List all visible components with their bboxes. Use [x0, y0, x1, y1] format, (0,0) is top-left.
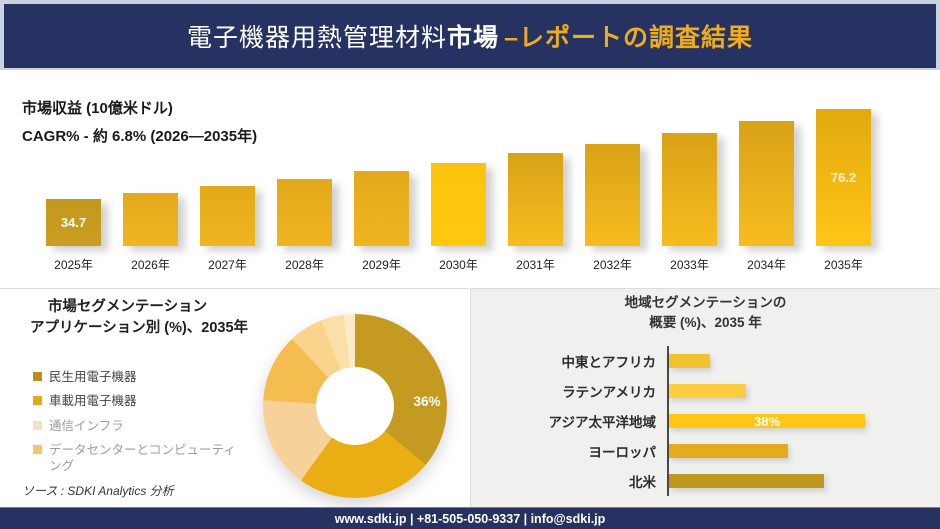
regional-category-label: 中東とアフリカ [561, 355, 657, 370]
legend-label: 民生用電子機器 [49, 370, 137, 384]
application-legend: 民生用電子機器 車載用電子機器 通信インフラデータセンターとコンピューティング [33, 369, 239, 482]
regional-bar: 38% [669, 413, 865, 429]
legend-swatch-icon [33, 420, 42, 430]
regional-category-label: 北米 [629, 475, 656, 490]
regional-bar [669, 474, 824, 488]
revenue-bar: 34.7 [46, 199, 101, 246]
regional-title-line2: 概要 (%)、2035 年 [649, 315, 762, 331]
x-axis-label: 2025年 [54, 258, 93, 272]
title-market-name: 電子機器用熱管理材料 [187, 24, 448, 52]
revenue-bar-chart: 34.7 2025年 2026年 2027年 2028年 2029年 2030年 2031年 2… [46, 109, 871, 273]
regional-bar-row: ヨーロッパ [471, 436, 940, 466]
revenue-bar [277, 179, 332, 246]
regional-title-line1: 地域セグメンテーションの [624, 295, 787, 310]
regional-segmentation-panel: 地域セグメンテーションの 概要 (%)、2035 年 中東とアフリカ ラテンアメリ… [470, 288, 940, 507]
regional-bar-row: 中東とアフリカ [471, 346, 940, 376]
cagr-label: CAGR% - 約 6.8% (2026―2035年) [22, 128, 258, 145]
revenue-bar-item: 2032年 [585, 144, 640, 273]
legend-item: データセンターとコンピューティング [33, 442, 239, 475]
revenue-metric-label: 市場収益 (10億米ドル) [22, 100, 173, 117]
revenue-bar [662, 133, 717, 246]
regional-bar [669, 384, 746, 398]
regional-category-label: アジア太平洋地域 [548, 415, 656, 430]
revenue-bar [123, 193, 178, 246]
revenue-bar-item: 2026年 [123, 193, 178, 273]
revenue-bar-item: 2033年 [662, 133, 717, 273]
revenue-bar-item: 2034年 [739, 121, 794, 273]
legend-item: 通信インフラ [33, 418, 239, 434]
revenue-bar-item: 2031年 [508, 153, 563, 273]
legend-swatch-icon [33, 444, 42, 454]
donut-ring [263, 314, 447, 498]
revenue-bar [200, 186, 255, 246]
regional-bar-row: アジア太平洋地域 38% [471, 406, 940, 436]
revenue-bar-item: 2028年 [277, 179, 332, 273]
x-axis-label: 2030年 [439, 258, 478, 272]
footer-banner: www.sdki.jp | +81-505-050-9337 | info@sd… [0, 507, 940, 529]
regional-category-label: ラテンアメリカ [562, 385, 656, 400]
legend-swatch-icon [33, 372, 42, 381]
bar-value-label: 76.2 [830, 170, 857, 185]
regional-bar-chart: 中東とアフリカ ラテンアメリカアジア太平洋地域 38% ヨーロッパ北米 [471, 346, 940, 496]
revenue-bar [739, 121, 794, 246]
regional-bar-cell [667, 346, 940, 376]
segmentation-title: 市場セグメンテーション [47, 299, 208, 315]
revenue-bar [508, 153, 563, 246]
regional-bar-row: 北米 [471, 466, 940, 496]
donut-share-label: 36% [413, 394, 441, 409]
revenue-bar [354, 171, 409, 246]
regional-bar [669, 444, 788, 458]
footer-contact-text: www.sdki.jp | +81-505-050-9337 | info@sd… [334, 511, 606, 526]
x-axis-label: 2029年 [362, 258, 401, 272]
regional-bar-cell: 38% [667, 406, 940, 436]
regional-bar [669, 354, 710, 368]
title-report-suffix: –レポートの調査結果 [504, 24, 753, 52]
x-axis-label: 2032年 [593, 258, 632, 272]
x-axis-label: 2026年 [131, 258, 170, 272]
revenue-bar-item: 2029年 [354, 171, 409, 273]
x-axis-label: 2035年 [824, 258, 863, 272]
regional-bar-row: ラテンアメリカ [471, 376, 940, 406]
revenue-bar-item: 2030年 [431, 163, 486, 273]
legend-swatch-icon [33, 396, 42, 406]
bar-value-label: 38% [753, 413, 781, 429]
application-segmentation-panel: 市場セグメンテーション アプリケーション別 (%)、2035年 民生用電子機器車… [0, 288, 469, 507]
revenue-section: 市場収益 (10億米ドル) CAGR% - 約 6.8% (2026―2035年… [0, 70, 940, 288]
x-axis-label: 2028年 [285, 258, 324, 272]
x-axis-label: 2027年 [208, 258, 247, 272]
regional-bar-cell [667, 466, 940, 496]
regional-bar-cell [667, 376, 940, 406]
revenue-bar [585, 144, 640, 246]
x-axis-label: 2031年 [516, 258, 555, 272]
legend-label: 車載用電子機器 [49, 394, 137, 409]
revenue-bar [431, 163, 486, 246]
segmentation-subtitle: アプリケーション別 (%)、2035年 [30, 320, 249, 336]
revenue-bar-item: 34.7 2025年 [46, 199, 101, 273]
regional-category-label: ヨーロッパ [588, 445, 657, 460]
title-market-word: 市場 [447, 24, 500, 52]
page-title: 電子機器用熱管理材料市場 –レポートの調査結果 [187, 18, 753, 54]
x-axis-label: 2033年 [670, 258, 709, 272]
legend-item: 車載用電子機器 [33, 393, 239, 409]
source-note: ソース : SDKI Analytics 分析 [22, 484, 174, 498]
legend-label: データセンターとコンピューティング [49, 442, 236, 473]
x-axis-label: 2034年 [747, 258, 786, 272]
bar-value-label: 34.7 [60, 215, 87, 230]
regional-title: 地域セグメンテーションの 概要 (%)、2035 年 [471, 293, 940, 334]
legend-item: 民生用電子機器 [33, 369, 239, 385]
application-donut-chart: 36% [263, 314, 447, 498]
legend-label: 通信インフラ [49, 418, 124, 433]
regional-bar-cell [667, 436, 940, 466]
header-banner: 電子機器用熱管理材料市場 –レポートの調査結果 [4, 4, 936, 68]
revenue-bar: 76.2 [816, 109, 871, 246]
revenue-bar-item: 76.2 2035年 [816, 109, 871, 273]
revenue-bar-item: 2027年 [200, 186, 255, 273]
